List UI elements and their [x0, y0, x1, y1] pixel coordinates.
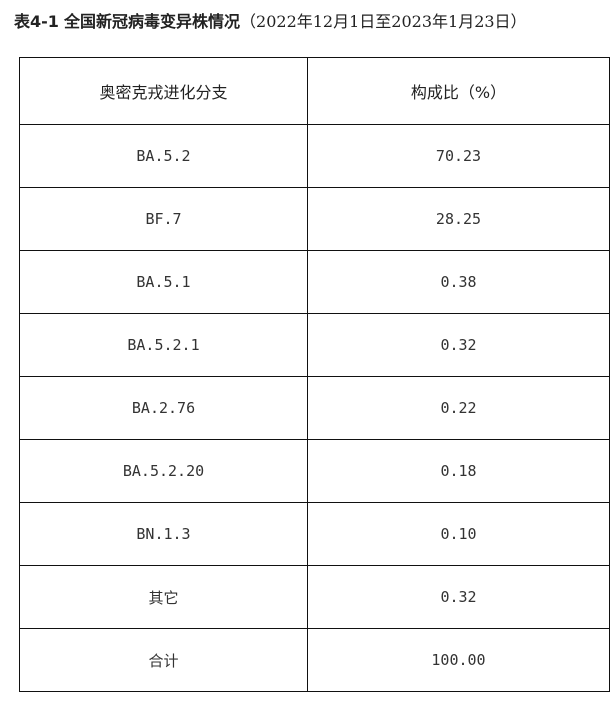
header-ratio: 构成比（%）	[307, 57, 610, 125]
branch-cell: BA.2.76	[19, 376, 308, 440]
branch-cell: 合计	[19, 628, 308, 692]
table-row: BA.5.2.20 0.18	[19, 439, 610, 503]
table-row: 其它 0.32	[19, 565, 610, 629]
branch-cell: 其它	[19, 565, 308, 629]
date-range: （2022年12月1日至2023年1月23日）	[240, 12, 527, 31]
branch-cell: BA.5.2.1	[19, 313, 308, 377]
ratio-cell: 0.10	[307, 502, 610, 566]
ratio-cell: 100.00	[307, 628, 610, 692]
branch-cell: BA.5.1	[19, 250, 308, 314]
table-row: BA.5.1 0.38	[19, 250, 610, 314]
table-row: BN.1.3 0.10	[19, 502, 610, 566]
table-row: 合计 100.00	[19, 628, 610, 692]
ratio-cell: 0.32	[307, 313, 610, 377]
table-row: BA.2.76 0.22	[19, 376, 610, 440]
ratio-cell: 70.23	[307, 124, 610, 188]
ratio-cell: 0.18	[307, 439, 610, 503]
ratio-cell: 0.32	[307, 565, 610, 629]
branch-cell: BA.5.2.20	[19, 439, 308, 503]
header-row: 奥密克戎进化分支 构成比（%）	[19, 57, 610, 125]
header-branch: 奥密克戎进化分支	[19, 57, 308, 125]
branch-cell: BN.1.3	[19, 502, 308, 566]
ratio-cell: 0.22	[307, 376, 610, 440]
table-row: BA.5.2.1 0.32	[19, 313, 610, 377]
table-title: 表4-1 全国新冠病毒变异株情况（2022年12月1日至2023年1月23日）	[14, 8, 527, 32]
ratio-cell: 28.25	[307, 187, 610, 251]
table-caption: 全国新冠病毒变异株情况	[64, 12, 241, 31]
table-row: BF.7 28.25	[19, 187, 610, 251]
table-row: BA.5.2 70.23	[19, 124, 610, 188]
table-number: 表4-1	[14, 12, 59, 31]
branch-cell: BA.5.2	[19, 124, 308, 188]
variant-table: 奥密克戎进化分支 构成比（%） BA.5.2 70.23 BF.7 28.25 BA.5…	[19, 57, 610, 692]
branch-cell: BF.7	[19, 187, 308, 251]
ratio-cell: 0.38	[307, 250, 610, 314]
